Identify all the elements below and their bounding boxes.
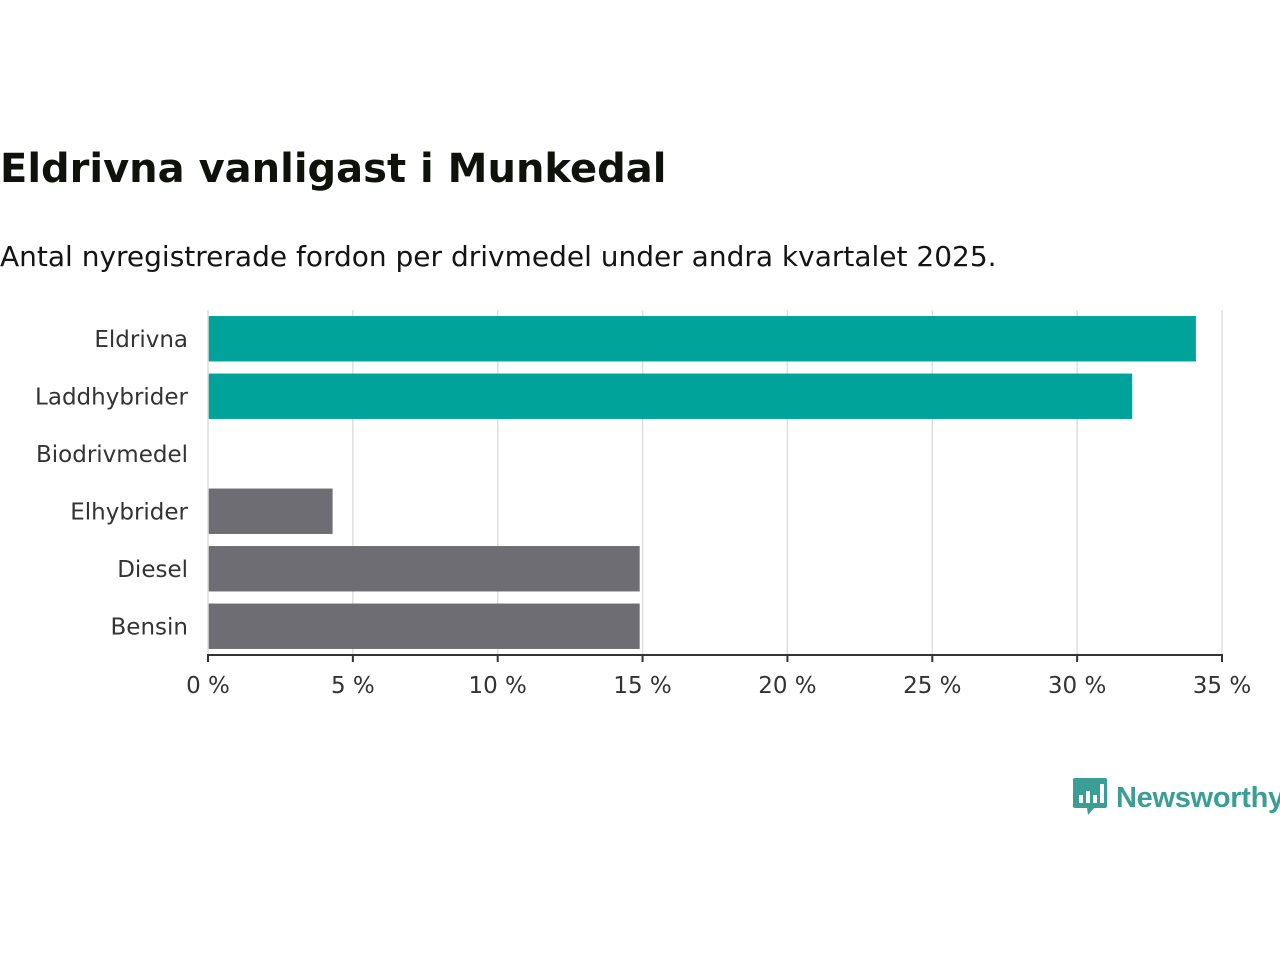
bar bbox=[208, 603, 640, 649]
grid-lines bbox=[352, 310, 1223, 655]
category-labels: Eldrivna Laddhybrider Biodrivmedel Elhybrid… bbox=[35, 327, 188, 641]
category-label: Eldrivna bbox=[94, 327, 188, 353]
category-label: Elhybrider bbox=[70, 499, 188, 525]
x-tick-label: 0 % bbox=[186, 673, 230, 699]
chart-title: Eldrivna vanligast i Munkedal bbox=[0, 146, 667, 192]
x-tick-label: 5 % bbox=[331, 673, 375, 699]
x-tick-label: 35 % bbox=[1193, 673, 1251, 699]
category-label: Biodrivmedel bbox=[36, 442, 188, 468]
x-tick-label: 25 % bbox=[903, 673, 961, 699]
category-label: Diesel bbox=[117, 557, 188, 583]
x-tick-label: 15 % bbox=[613, 673, 671, 699]
x-tick-label: 30 % bbox=[1048, 673, 1106, 699]
chart-speech-bubble-icon bbox=[1072, 776, 1108, 820]
newsworthy-logo: Newsworthy bbox=[1072, 776, 1280, 820]
category-label: Laddhybrider bbox=[35, 384, 188, 410]
category-label: Bensin bbox=[111, 614, 188, 640]
bar bbox=[208, 488, 333, 534]
bar bbox=[208, 546, 640, 592]
x-tick-label: 10 % bbox=[468, 673, 526, 699]
x-tick-label: 20 % bbox=[758, 673, 816, 699]
chart-subtitle: Antal nyregistrerade fordon per drivmede… bbox=[0, 240, 997, 273]
bar bbox=[208, 373, 1133, 419]
bar bbox=[208, 316, 1196, 362]
x-axis: 0 % 5 % 10 % 15 % 20 % 25 % 30 % 35 % bbox=[186, 310, 1251, 699]
bar-chart: Eldrivna Laddhybrider Biodrivmedel Elhybrid… bbox=[35, 310, 1251, 699]
bars bbox=[208, 316, 1196, 649]
logo-text: Newsworthy bbox=[1116, 781, 1280, 814]
